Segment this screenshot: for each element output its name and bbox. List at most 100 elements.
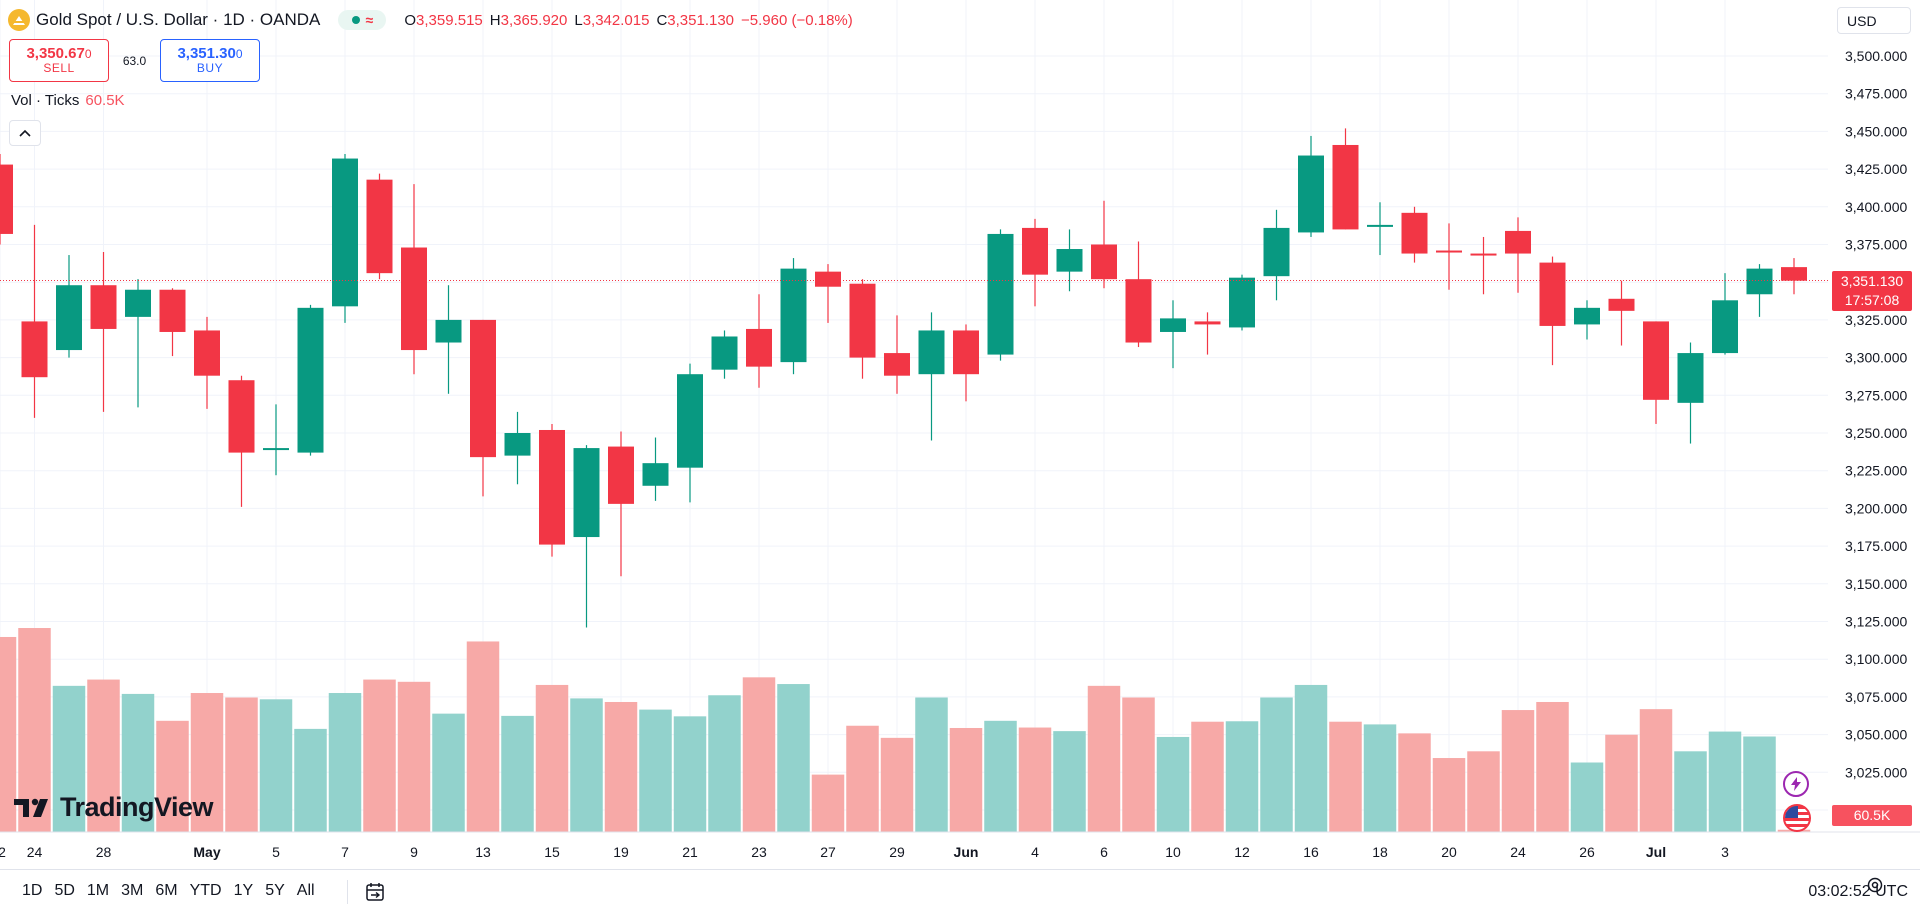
candle [56, 255, 82, 358]
volume-bar [87, 679, 120, 832]
buy-button[interactable]: 3,351.300 BUY [160, 39, 260, 82]
candle-body [1125, 279, 1152, 343]
utc-clock[interactable]: 03:02:52 UTC [1808, 883, 1908, 900]
collapse-legend-button[interactable] [9, 120, 41, 146]
candle [470, 319, 496, 497]
candle [849, 279, 876, 379]
candle-body [1401, 212, 1428, 254]
volume-bar [949, 727, 983, 832]
candle-body [194, 330, 220, 376]
volume-legend[interactable]: Vol · Ticks 60.5K [11, 92, 125, 109]
candle [1125, 241, 1152, 348]
candle [263, 404, 289, 476]
open-label: O [404, 11, 417, 29]
candle [608, 431, 634, 577]
volume-bar [1122, 697, 1155, 832]
symbol-title[interactable]: Gold Spot / U.S. Dollar · 1D · OANDA [36, 10, 321, 29]
candle-body [1056, 249, 1083, 272]
volume-bar [363, 679, 396, 832]
period-5d[interactable]: 5D [54, 882, 75, 899]
volume-bar [190, 693, 224, 832]
candle-body [263, 448, 289, 451]
volume-bar [742, 677, 776, 832]
candle [1022, 218, 1048, 307]
volume-bar [1294, 684, 1328, 832]
sell-button[interactable]: 3,350.670 SELL [9, 39, 109, 82]
candle-body [90, 285, 117, 329]
period-ytd[interactable]: YTD [189, 882, 222, 899]
candle [1056, 229, 1083, 292]
volume-bar [984, 720, 1017, 832]
period-3m[interactable]: 3M [121, 882, 144, 899]
volume-bar [328, 693, 362, 832]
candle [1263, 209, 1290, 301]
candle [1746, 264, 1773, 317]
period-1m[interactable]: 1M [86, 882, 110, 899]
volume-bar [1329, 721, 1362, 832]
market-status-pill[interactable]: ≈ [338, 10, 387, 30]
candle-body [746, 328, 772, 367]
candle [1712, 273, 1738, 355]
candle-body [1298, 155, 1324, 233]
volume-bar [225, 697, 258, 832]
bottom-toolbar: 1D 5D 1M 3M 6M YTD 1Y 5Y All 03:02:52 UTC [0, 869, 1920, 913]
candle-body [1194, 321, 1221, 325]
calendar-range-icon[interactable] [362, 879, 388, 905]
volume-bar [1570, 762, 1604, 832]
volume-bar [1743, 736, 1776, 832]
period-1y[interactable]: 1Y [233, 882, 254, 899]
volume-bar [1018, 727, 1052, 832]
candle [539, 423, 565, 557]
period-5y[interactable]: 5Y [265, 882, 285, 899]
price-axis[interactable]: 3,500.000 3,475.000 3,450.000 3,425.000 3,40… [1845, 48, 1907, 818]
candle-body [1505, 230, 1531, 254]
chart-legend-header: Gold Spot / U.S. Dollar · 1D · OANDA ≈ O… [8, 7, 853, 33]
x-tick-label: 7 [341, 844, 349, 860]
us-flag-icon[interactable] [1783, 804, 1811, 832]
volume-bar [1674, 751, 1707, 832]
candle-body [849, 283, 876, 358]
ohlc-values: O3,359.515 H3,365.920 L3,342.015 C3,351.… [404, 12, 852, 29]
candle-body [1539, 262, 1566, 326]
candle-body [1091, 244, 1117, 280]
candlestick-series [0, 128, 1807, 628]
candle-body [435, 319, 462, 343]
time-axis[interactable]: 2 24 28 May 5 7 9 13 15 19 21 23 27 29 Jun 4 6 10 12 16 18 20… [0, 831, 1920, 860]
y-tick-label: 3,475.000 [1845, 86, 1907, 102]
period-1d[interactable]: 1D [22, 882, 43, 899]
y-tick-label: 3,425.000 [1845, 161, 1907, 177]
lightning-icon[interactable] [1783, 771, 1809, 797]
candle-body [0, 164, 13, 234]
volume-bar [1225, 721, 1259, 832]
y-tick-label: 3,150.000 [1845, 576, 1907, 592]
candle [1781, 258, 1807, 295]
x-tick-label: 24 [27, 844, 43, 860]
candle-body [159, 289, 186, 332]
y-tick-label: 3,100.000 [1845, 651, 1907, 667]
candle-body [539, 429, 565, 545]
candle [435, 285, 462, 394]
delay-wave-icon: ≈ [365, 12, 374, 28]
x-tick-label: 2 [0, 844, 6, 860]
close-label: C [656, 11, 668, 29]
candle [1091, 200, 1117, 289]
settings-gear-icon[interactable] [1864, 874, 1886, 896]
currency-selector[interactable]: USD [1837, 7, 1911, 34]
volume-bar [1053, 731, 1086, 832]
sell-price: 3,350.670 [26, 45, 91, 62]
candle-body [711, 336, 738, 370]
candle-body [987, 233, 1014, 355]
price-chart[interactable]: 3,500.000 3,475.000 3,450.000 3,425.000 3,40… [0, 0, 1920, 869]
candle [159, 288, 186, 357]
volume-bar [1501, 710, 1535, 832]
candle [297, 304, 324, 456]
candle [573, 445, 600, 628]
period-all[interactable]: All [296, 882, 315, 899]
period-6m[interactable]: 6M [155, 882, 178, 899]
open-value: 3,359.515 [416, 11, 483, 29]
candle-body [1712, 300, 1738, 354]
x-tick-label: 13 [475, 844, 491, 860]
candle [1332, 128, 1359, 230]
candle-body [470, 319, 496, 458]
market-open-dot-icon [351, 16, 360, 24]
